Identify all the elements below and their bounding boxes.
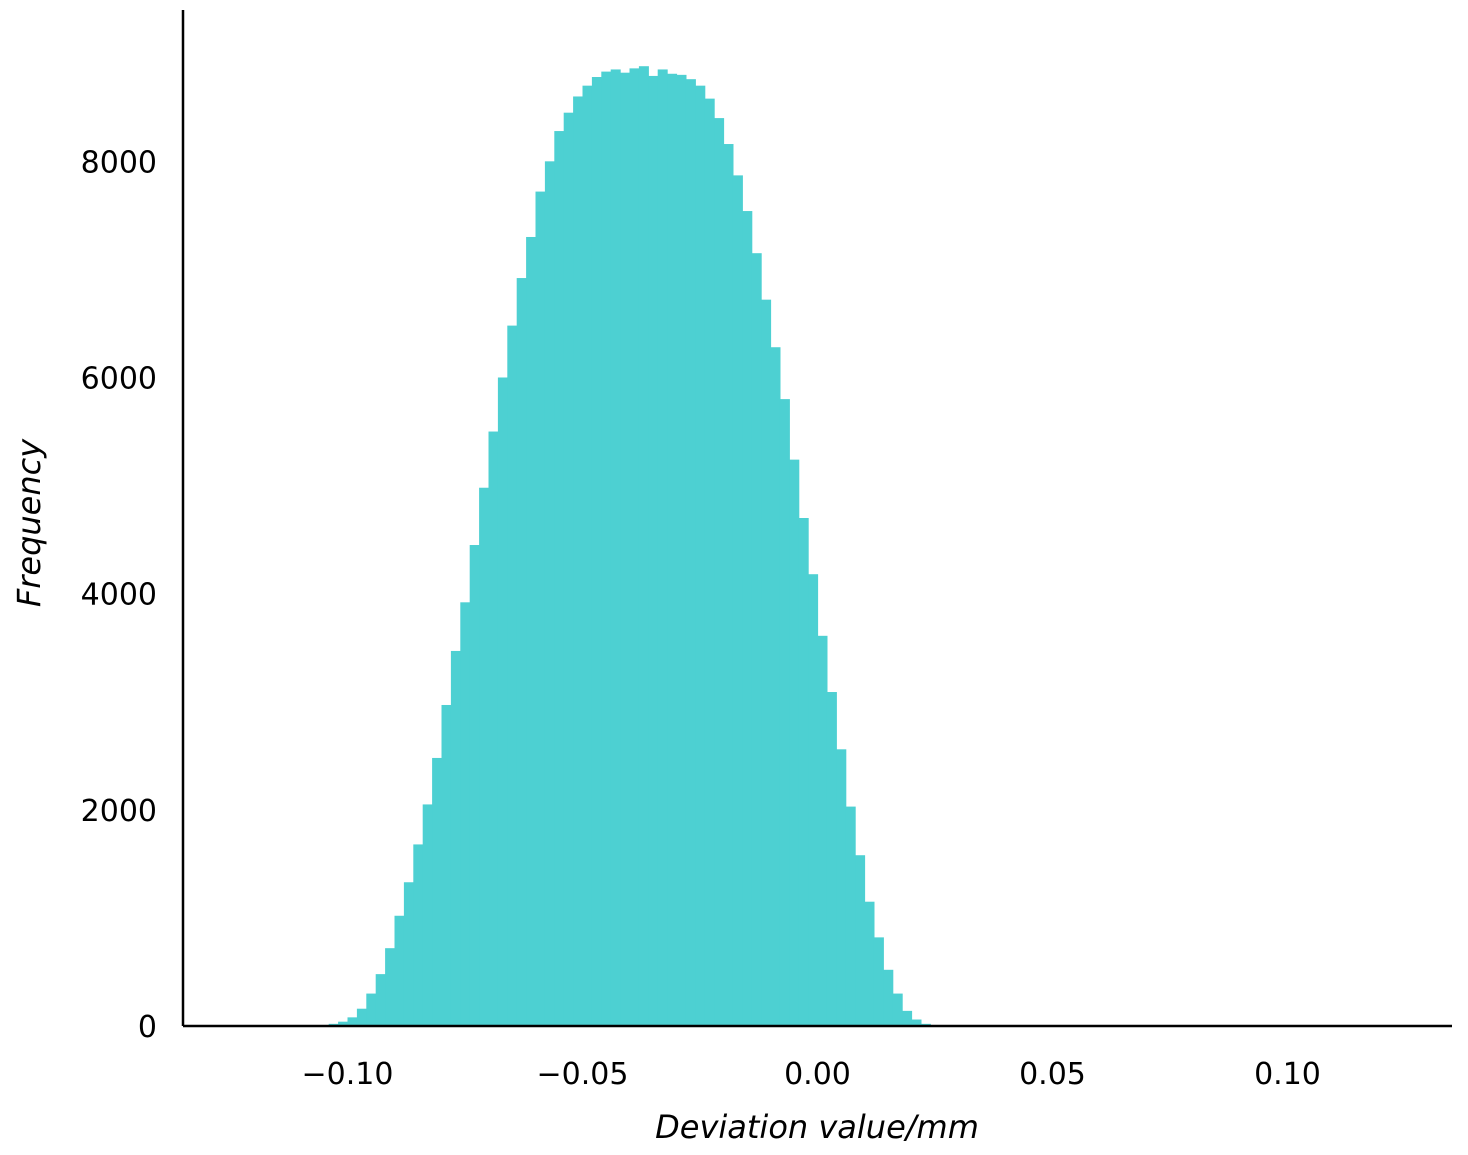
histogram-bar <box>902 1010 913 1026</box>
histogram-bar <box>864 901 875 1026</box>
x-tick-label: 0.00 <box>784 1057 851 1092</box>
histogram-bar <box>855 855 866 1026</box>
x-axis-title: Deviation value/mm <box>655 1108 979 1146</box>
histogram-bar <box>403 882 414 1026</box>
histogram-bar <box>432 757 443 1026</box>
histogram-bar <box>789 459 800 1026</box>
histogram-bar <box>798 518 809 1026</box>
histogram-bar <box>685 79 696 1027</box>
y-tick-label: 6000 <box>81 361 157 396</box>
histogram-bar <box>826 692 837 1026</box>
histogram-bar <box>488 431 499 1026</box>
histogram-bar <box>366 993 377 1026</box>
x-tick-label: −0.05 <box>537 1057 629 1092</box>
histogram-bar <box>526 236 537 1026</box>
histogram-bar <box>601 71 612 1026</box>
histogram-bar <box>573 96 584 1027</box>
histogram-bar <box>714 118 725 1027</box>
histogram-bar <box>883 969 894 1026</box>
histogram-bar <box>450 650 461 1026</box>
histogram-bar <box>497 377 508 1026</box>
histogram-bar <box>873 937 884 1026</box>
histogram-bar <box>375 974 386 1026</box>
y-tick-label: 8000 <box>81 145 157 180</box>
histogram-bar <box>761 299 772 1026</box>
histogram-bar <box>394 915 405 1026</box>
histogram-bar <box>704 98 715 1027</box>
histogram-bar <box>610 69 621 1027</box>
histogram-bar <box>563 112 574 1027</box>
histogram-bar <box>460 602 471 1026</box>
histogram-bar <box>338 1021 349 1026</box>
histogram-bar <box>751 253 762 1027</box>
histogram-bar <box>657 69 668 1027</box>
y-tick-label: 2000 <box>81 794 157 829</box>
x-tick-label: 0.05 <box>1019 1057 1086 1092</box>
histogram-bar <box>469 545 480 1026</box>
histogram-bar <box>620 72 631 1027</box>
histogram-bars <box>328 66 931 1027</box>
histogram-bar <box>385 948 396 1026</box>
histogram-bar <box>770 347 781 1026</box>
y-axis-title: Frequency <box>10 438 48 607</box>
histogram-bar <box>535 191 546 1026</box>
histogram-bar <box>808 574 819 1026</box>
histogram-bar <box>742 211 753 1026</box>
histogram-bar <box>845 806 856 1026</box>
histogram-bar <box>347 1017 358 1026</box>
histogram-bar <box>591 77 602 1027</box>
y-tick-label: 4000 <box>81 578 157 613</box>
x-axis-ticks: −0.10 −0.05 0.00 0.05 0.10 <box>302 1057 1321 1092</box>
histogram-bar <box>779 399 790 1026</box>
histogram-bar <box>413 844 424 1026</box>
histogram-bar <box>732 175 743 1026</box>
histogram-bar <box>507 325 518 1026</box>
histogram-bar <box>676 74 687 1026</box>
y-axis-ticks: 0 2000 4000 6000 8000 <box>81 145 157 1045</box>
histogram-bar <box>911 1019 922 1026</box>
y-tick-label: 0 <box>138 1010 157 1045</box>
histogram-bar <box>892 993 903 1026</box>
histogram-bar <box>516 278 527 1027</box>
histogram-bar <box>422 804 433 1026</box>
histogram-bar <box>356 1008 367 1026</box>
histogram-bar <box>479 487 490 1026</box>
x-tick-label: 0.10 <box>1254 1057 1321 1092</box>
histogram-bar <box>554 131 565 1027</box>
histogram-bar <box>629 68 640 1026</box>
histogram-bar <box>544 161 555 1026</box>
histogram-bar <box>667 73 678 1027</box>
histogram-bar <box>648 75 659 1027</box>
histogram-bar <box>638 66 649 1027</box>
x-tick-label: −0.10 <box>302 1057 394 1092</box>
histogram-bar <box>836 749 847 1026</box>
histogram-bar <box>582 85 593 1027</box>
histogram-bar <box>817 635 828 1026</box>
histogram-bar <box>695 85 706 1027</box>
histogram-bar <box>723 144 734 1027</box>
histogram-bar <box>441 704 452 1026</box>
